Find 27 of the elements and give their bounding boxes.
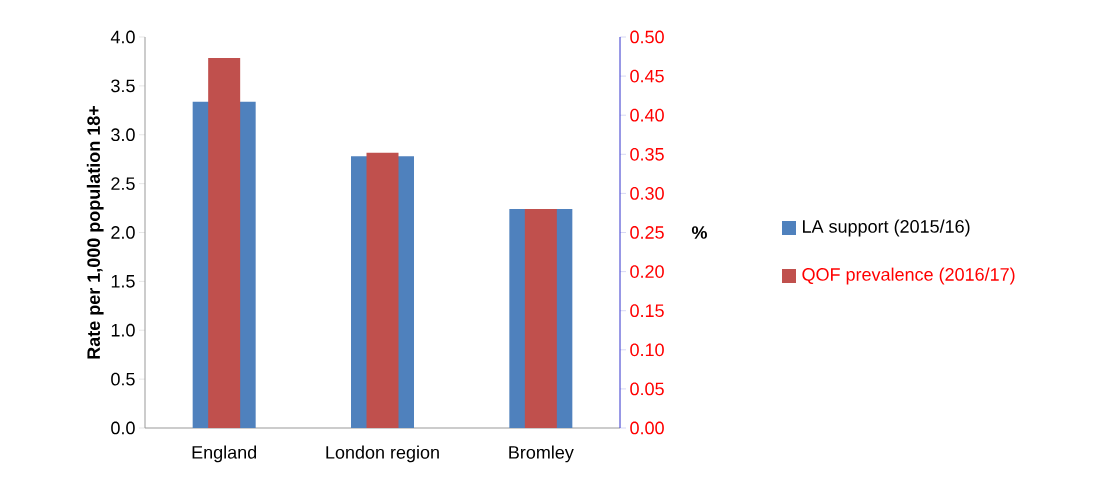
legend-label: QOF prevalence (2016/17) (802, 267, 1015, 285)
x-tick-label: Bromley (509, 445, 574, 463)
y2-axis-title: % (691, 226, 707, 239)
y2-tick-label: 0.00 (630, 421, 664, 435)
y-tick-label: 4.0 (110, 30, 135, 44)
y-tick-label: 0.0 (111, 421, 135, 435)
y2-tick-label: 0.35 (630, 147, 664, 161)
y2-tick-label: 0.30 (630, 187, 664, 200)
y2-tick-label: 0.05 (630, 382, 664, 396)
x-tick-label: London region (326, 445, 439, 463)
y-tick-label: 0.5 (111, 372, 135, 386)
legend-label: LA support (2015/16) (803, 219, 970, 237)
y2-tick-label: 0.45 (630, 69, 664, 83)
y-tick-label: 1.0 (111, 323, 135, 337)
y-tick-label: 3.0 (111, 128, 135, 142)
y2-tick-label: 0.25 (630, 226, 664, 239)
y2-tick-label: 0.50 (630, 30, 664, 44)
y2-tick-label: 0.10 (630, 343, 664, 357)
y-tick-label: 2.0 (111, 226, 135, 239)
y-axis-title: Rate per 1,000 population 18+ (86, 105, 104, 359)
y2-tick-label: 0.15 (630, 304, 664, 318)
y2-tick-label: 0.40 (630, 108, 664, 122)
y-tick-label: 3.5 (111, 79, 135, 93)
y2-tick-label: 0.20 (630, 265, 664, 278)
x-tick-label: England (192, 445, 257, 463)
y-tick-label: 2.5 (111, 177, 135, 190)
y-tick-label: 1.5 (111, 275, 135, 288)
